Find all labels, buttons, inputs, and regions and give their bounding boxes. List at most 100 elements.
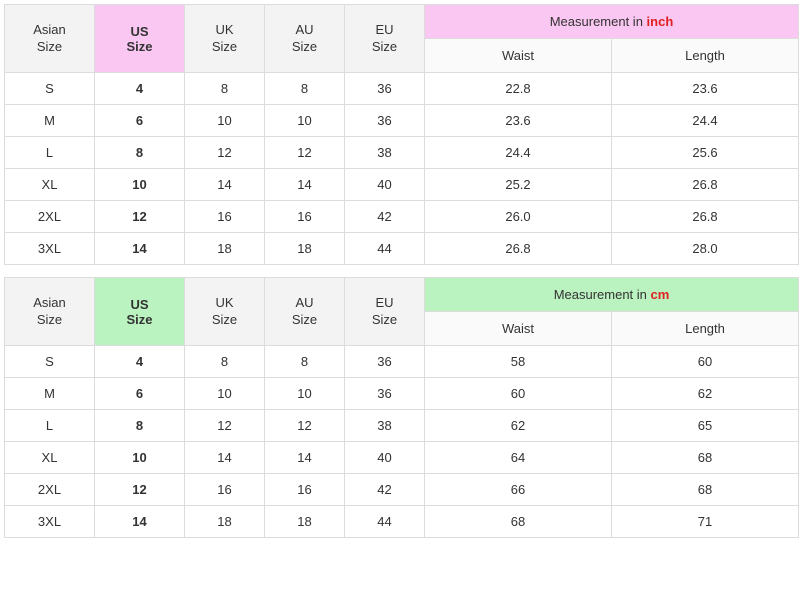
table-row: M 6 10 10 36 23.6 24.4 [5,105,799,137]
cell-au: 16 [265,201,345,233]
cell-waist: 64 [425,442,612,474]
cell-uk: 12 [185,137,265,169]
col-header-uk: UKSize [185,5,265,73]
cell-eu: 44 [345,233,425,265]
cell-length: 28.0 [612,233,799,265]
cell-us: 12 [95,474,185,506]
table-row: XL 10 14 14 40 25.2 26.8 [5,169,799,201]
cell-asian: L [5,410,95,442]
cell-au: 16 [265,474,345,506]
size-tables-container: AsianSize USSize UKSize AUSize EUSize Me… [4,4,798,538]
cell-au: 12 [265,410,345,442]
cell-length: 68 [612,442,799,474]
cell-waist: 23.6 [425,105,612,137]
cell-uk: 8 [185,346,265,378]
cell-asian: XL [5,442,95,474]
cell-eu: 36 [345,73,425,105]
cell-waist: 68 [425,506,612,538]
cell-asian: 3XL [5,233,95,265]
cell-waist: 22.8 [425,73,612,105]
cell-asian: M [5,378,95,410]
cell-eu: 36 [345,378,425,410]
measurement-unit: inch [647,14,674,29]
cell-au: 10 [265,378,345,410]
cell-waist: 58 [425,346,612,378]
size-table-cm: AsianSize USSize UKSize AUSize EUSize Me… [4,277,799,538]
cell-asian: 3XL [5,506,95,538]
cell-uk: 18 [185,506,265,538]
cell-length: 26.8 [612,201,799,233]
measurement-header: Measurement in inch [425,5,799,39]
cell-asian: XL [5,169,95,201]
table-row: M 6 10 10 36 60 62 [5,378,799,410]
col-header-waist: Waist [425,39,612,73]
cell-eu: 38 [345,410,425,442]
cell-uk: 18 [185,233,265,265]
cell-us: 14 [95,506,185,538]
cell-length: 62 [612,378,799,410]
cell-asian: L [5,137,95,169]
col-header-uk: UKSize [185,278,265,346]
table-row: 2XL 12 16 16 42 66 68 [5,474,799,506]
cell-asian: S [5,346,95,378]
cell-us: 8 [95,410,185,442]
cell-length: 71 [612,506,799,538]
cell-waist: 26.0 [425,201,612,233]
col-header-asian: AsianSize [5,5,95,73]
cell-au: 8 [265,346,345,378]
cell-us: 10 [95,442,185,474]
cell-uk: 10 [185,105,265,137]
table-row: L 8 12 12 38 62 65 [5,410,799,442]
cell-us: 4 [95,346,185,378]
size-table-inch: AsianSize USSize UKSize AUSize EUSize Me… [4,4,799,265]
cell-us: 4 [95,73,185,105]
col-header-asian: AsianSize [5,278,95,346]
cell-us: 8 [95,137,185,169]
cell-length: 68 [612,474,799,506]
col-header-waist: Waist [425,312,612,346]
cell-length: 25.6 [612,137,799,169]
cell-uk: 14 [185,169,265,201]
cell-us: 6 [95,105,185,137]
measurement-label: Measurement in [550,14,647,29]
cell-length: 65 [612,410,799,442]
cell-eu: 40 [345,169,425,201]
cell-eu: 36 [345,105,425,137]
cell-waist: 24.4 [425,137,612,169]
table-row: S 4 8 8 36 58 60 [5,346,799,378]
cell-eu: 42 [345,201,425,233]
cell-eu: 42 [345,474,425,506]
table-row: 2XL 12 16 16 42 26.0 26.8 [5,201,799,233]
table-row: L 8 12 12 38 24.4 25.6 [5,137,799,169]
cell-eu: 40 [345,442,425,474]
cell-uk: 8 [185,73,265,105]
cell-uk: 16 [185,474,265,506]
cell-length: 23.6 [612,73,799,105]
cell-asian: 2XL [5,201,95,233]
col-header-au: AUSize [265,278,345,346]
cell-length: 26.8 [612,169,799,201]
cell-us: 10 [95,169,185,201]
col-header-length: Length [612,312,799,346]
col-header-eu: EUSize [345,5,425,73]
cell-uk: 10 [185,378,265,410]
cell-au: 14 [265,442,345,474]
cell-eu: 36 [345,346,425,378]
table-row: 3XL 14 18 18 44 68 71 [5,506,799,538]
cell-au: 14 [265,169,345,201]
cell-us: 12 [95,201,185,233]
col-header-us: USSize [95,5,185,73]
col-header-au: AUSize [265,5,345,73]
table-row: S 4 8 8 36 22.8 23.6 [5,73,799,105]
cell-waist: 26.8 [425,233,612,265]
cell-length: 24.4 [612,105,799,137]
cell-au: 10 [265,105,345,137]
cell-au: 18 [265,506,345,538]
cell-us: 14 [95,233,185,265]
col-header-us: USSize [95,278,185,346]
cell-uk: 16 [185,201,265,233]
cell-au: 12 [265,137,345,169]
cell-waist: 25.2 [425,169,612,201]
table-gap [4,265,798,277]
cell-waist: 62 [425,410,612,442]
